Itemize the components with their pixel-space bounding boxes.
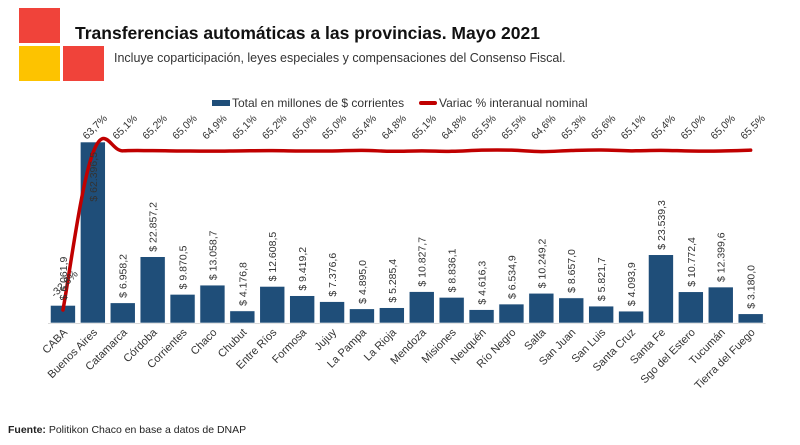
bar: [80, 141, 106, 324]
bar: [498, 303, 525, 324]
source-note: Fuente: Politikon Chaco en base a datos …: [8, 424, 246, 436]
bar: [648, 254, 674, 324]
legend-swatch-line: [419, 101, 437, 105]
line-value-label: 65,0%: [678, 113, 708, 143]
source-label: Fuente:: [8, 424, 46, 436]
bar: [558, 297, 585, 324]
legend-label-bars: Total en millones de $ corrientes: [232, 96, 405, 110]
category-label: Chaco: [189, 327, 220, 358]
line-value-label: 65,2%: [260, 113, 290, 143]
bar: [379, 307, 405, 324]
logo-square-red-top: [19, 8, 60, 43]
line-value-label: 65,5%: [499, 113, 529, 143]
line-value-label: 65,5%: [738, 113, 768, 143]
line-value-label: 65,1%: [619, 113, 649, 143]
source-text: Politikon Chaco en base a datos de DNAP: [45, 424, 247, 436]
bar-value-label: $ 6.534,9: [506, 255, 518, 299]
bar-value-label: $ 23.539,3: [656, 200, 668, 250]
chart-title: Transferencias automáticas a las provinc…: [75, 23, 540, 43]
line-value-label: 65,3%: [559, 113, 589, 143]
bar: [229, 310, 256, 324]
bar: [139, 256, 166, 324]
bars-group: [48, 141, 766, 324]
bar-value-label: $ 12.608,5: [267, 232, 279, 282]
bar-value-label: $ 12.399,6: [716, 232, 728, 282]
bar: [289, 295, 315, 324]
line-value-label: 64,6%: [529, 113, 559, 143]
category-label: Salta: [522, 326, 549, 353]
series-line-variac: [61, 136, 753, 312]
bar-value-label: $ 13.058,7: [207, 230, 219, 280]
bar-value-label: $ 8.836,1: [447, 248, 459, 292]
bar-value-label: $ 9.419,2: [297, 247, 309, 291]
bar: [349, 308, 375, 324]
line-value-label: 65,6%: [589, 113, 619, 143]
legend-item-bars: Total en millones de $ corrientes: [212, 96, 404, 110]
line-value-label: 65,0%: [320, 113, 350, 143]
bar: [109, 302, 136, 324]
line-value-label: 65,1%: [409, 113, 439, 143]
line-value-label: 65,0%: [708, 113, 738, 143]
bar-value-label: $ 10.827,7: [417, 237, 429, 287]
bar: [408, 291, 435, 324]
bar: [528, 292, 555, 324]
bar-value-label: $ 3.180,0: [746, 265, 758, 309]
legend-label-line: Variac % interanual nominal: [439, 96, 588, 110]
logo-square-red-bottom: [63, 46, 104, 81]
line-value-label: 65,0%: [170, 113, 200, 143]
line-value-label: 65,4%: [350, 113, 380, 143]
line-value-label: 65,2%: [140, 113, 170, 143]
bar-value-label: $ 10.249,2: [536, 238, 548, 288]
bar: [678, 291, 704, 324]
bar-value-label: $ 7.376,6: [327, 253, 339, 297]
bar-value-label: $ 4.895,0: [357, 260, 369, 304]
chart-subtitle: Incluye coparticipación, leyes especiale…: [114, 51, 566, 65]
bar-value-label: $ 6.061,9: [58, 256, 70, 300]
bar: [737, 313, 764, 324]
logo-square-yellow: [19, 46, 60, 81]
bar-value-label: $ 9.870,5: [178, 245, 190, 289]
bar: [199, 284, 226, 324]
line-value-label: 64,8%: [379, 113, 409, 143]
bar-value-label: $ 8.657,0: [566, 249, 578, 293]
bar-value-label: $ 6.958,2: [118, 254, 130, 298]
line-value-label: 65,4%: [649, 113, 679, 143]
line-value-label: 65,1%: [230, 113, 260, 143]
bar: [588, 305, 614, 324]
bar-value-label: $ 4.616,3: [477, 261, 489, 305]
bar: [259, 286, 286, 324]
bar: [438, 297, 465, 324]
bar-value-label: $ 4.093,9: [626, 262, 638, 306]
line-value-label: 64,9%: [200, 113, 230, 143]
bar: [707, 286, 734, 324]
bar: [169, 294, 196, 324]
category-label: Jujuy: [313, 326, 340, 353]
bar-value-label: $ 22.857,2: [148, 202, 160, 252]
line-value-label: 65,0%: [290, 113, 320, 143]
bar-value-label: $ 62.396,5: [88, 152, 100, 202]
bar: [468, 309, 495, 324]
bar-value-label: $ 4.176,8: [237, 262, 249, 306]
line-value-label: 64,8%: [439, 113, 469, 143]
bar: [319, 301, 345, 324]
line-value-label: 65,1%: [110, 113, 140, 143]
legend-swatch-bar: [212, 100, 230, 106]
line-value-label: 65,5%: [469, 113, 499, 143]
labels-group: $ 6.061,9 $ 62.396,5 $ 6.958,2 $ 22.857,2 $ …: [40, 113, 767, 392]
bar-value-label: $ 5.285,4: [387, 259, 399, 303]
line-group: [61, 136, 753, 312]
bar: [618, 310, 644, 324]
bar-value-label: $ 10.772,4: [686, 237, 698, 287]
legend-item-line: Variac % interanual nominal: [419, 96, 588, 110]
bar-value-label: $ 5.821,7: [596, 257, 608, 301]
